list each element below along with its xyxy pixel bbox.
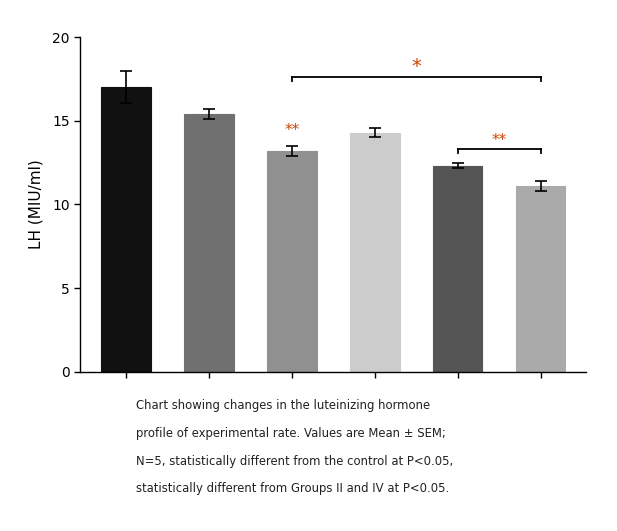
Text: **: ** xyxy=(491,133,507,148)
Bar xyxy=(267,151,317,372)
Text: N=5, statistically different from the control at P<0.05,: N=5, statistically different from the co… xyxy=(136,455,453,467)
Bar xyxy=(516,186,565,372)
Text: Chart showing changes in the luteinizing hormone: Chart showing changes in the luteinizing… xyxy=(136,399,430,412)
Text: statistically different from Groups II and IV at P<0.05.: statistically different from Groups II a… xyxy=(136,482,449,495)
Bar xyxy=(350,133,400,372)
Text: Figure 7: Figure 7 xyxy=(46,475,108,489)
Y-axis label: LH (MIU/ml): LH (MIU/ml) xyxy=(29,159,44,250)
Text: profile of experimental rate. Values are Mean ± SEM;: profile of experimental rate. Values are… xyxy=(136,427,445,440)
Bar xyxy=(101,88,151,372)
Text: *: * xyxy=(411,57,421,76)
Bar xyxy=(433,166,482,372)
Bar xyxy=(184,114,234,372)
Text: **: ** xyxy=(284,123,299,138)
